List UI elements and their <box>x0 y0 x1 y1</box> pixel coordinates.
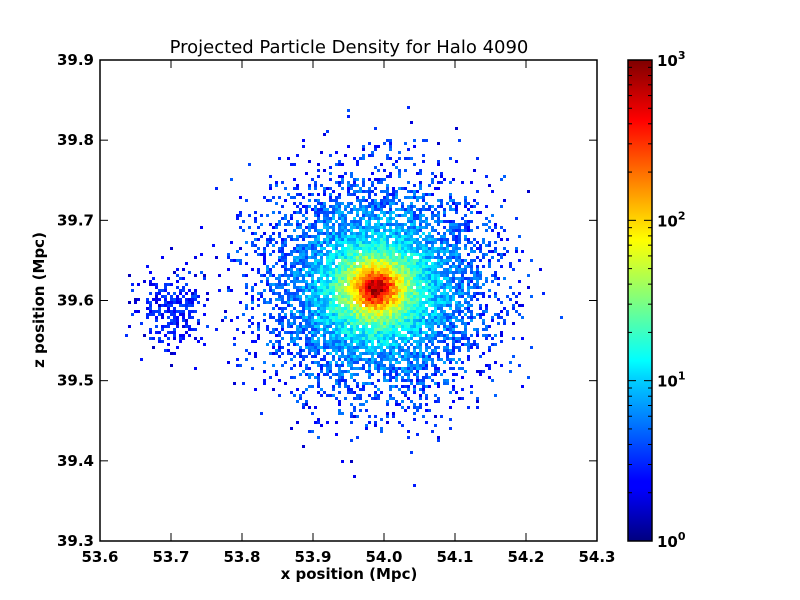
density-heatmap <box>125 106 563 487</box>
axes: 53.6 53.7 53.8 53.9 54.0 54.1 54.2 54.3 39.3 39.4… <box>57 51 616 566</box>
y-tick-label: 39.7 <box>57 211 94 229</box>
colorbar-tick-exponent: 3 <box>678 49 686 62</box>
x-tick-label: 54.2 <box>507 548 544 566</box>
colorbar-tick-label: 103 <box>657 49 686 70</box>
y-tick-label: 39.3 <box>57 532 94 550</box>
x-axis-label: x position (Mpc) <box>281 565 418 583</box>
x-tick-label: 53.8 <box>223 548 260 566</box>
colorbar-tick-exponent: 0 <box>678 530 686 543</box>
y-tick-label: 39.4 <box>57 452 94 470</box>
colorbar-tick-base: 10 <box>657 52 678 70</box>
colorbar-tick-label: 100 <box>657 530 686 551</box>
colorbar-tick-label: 102 <box>657 209 686 230</box>
colorbar-tick-base: 10 <box>657 212 678 230</box>
heatmap-cells <box>125 106 563 487</box>
x-tick-label: 54.3 <box>578 548 615 566</box>
x-tick-label: 54.1 <box>436 548 473 566</box>
x-tick-label: 53.6 <box>81 548 118 566</box>
y-tick-label: 39.6 <box>57 292 94 310</box>
x-tick-label: 54.0 <box>365 548 402 566</box>
colorbar-tick-base: 10 <box>657 373 678 391</box>
colorbar-tick-label: 101 <box>657 370 686 391</box>
x-tick-label: 53.7 <box>152 548 189 566</box>
colorbar-tick-exponent: 2 <box>678 209 686 222</box>
colorbar-frame <box>627 59 653 542</box>
y-tick-label: 39.5 <box>57 372 94 390</box>
colorbar-tick-exponent: 1 <box>678 370 686 383</box>
colorbar-gradient <box>628 60 652 541</box>
y-tick-label: 39.9 <box>57 51 94 69</box>
y-tick-label: 39.8 <box>57 131 94 149</box>
chart-title: Projected Particle Density for Halo 4090 <box>170 37 529 58</box>
colorbar-tick-base: 10 <box>657 533 678 551</box>
x-tick-label: 53.9 <box>294 548 331 566</box>
y-axis-label: z position (Mpc) <box>30 232 48 368</box>
